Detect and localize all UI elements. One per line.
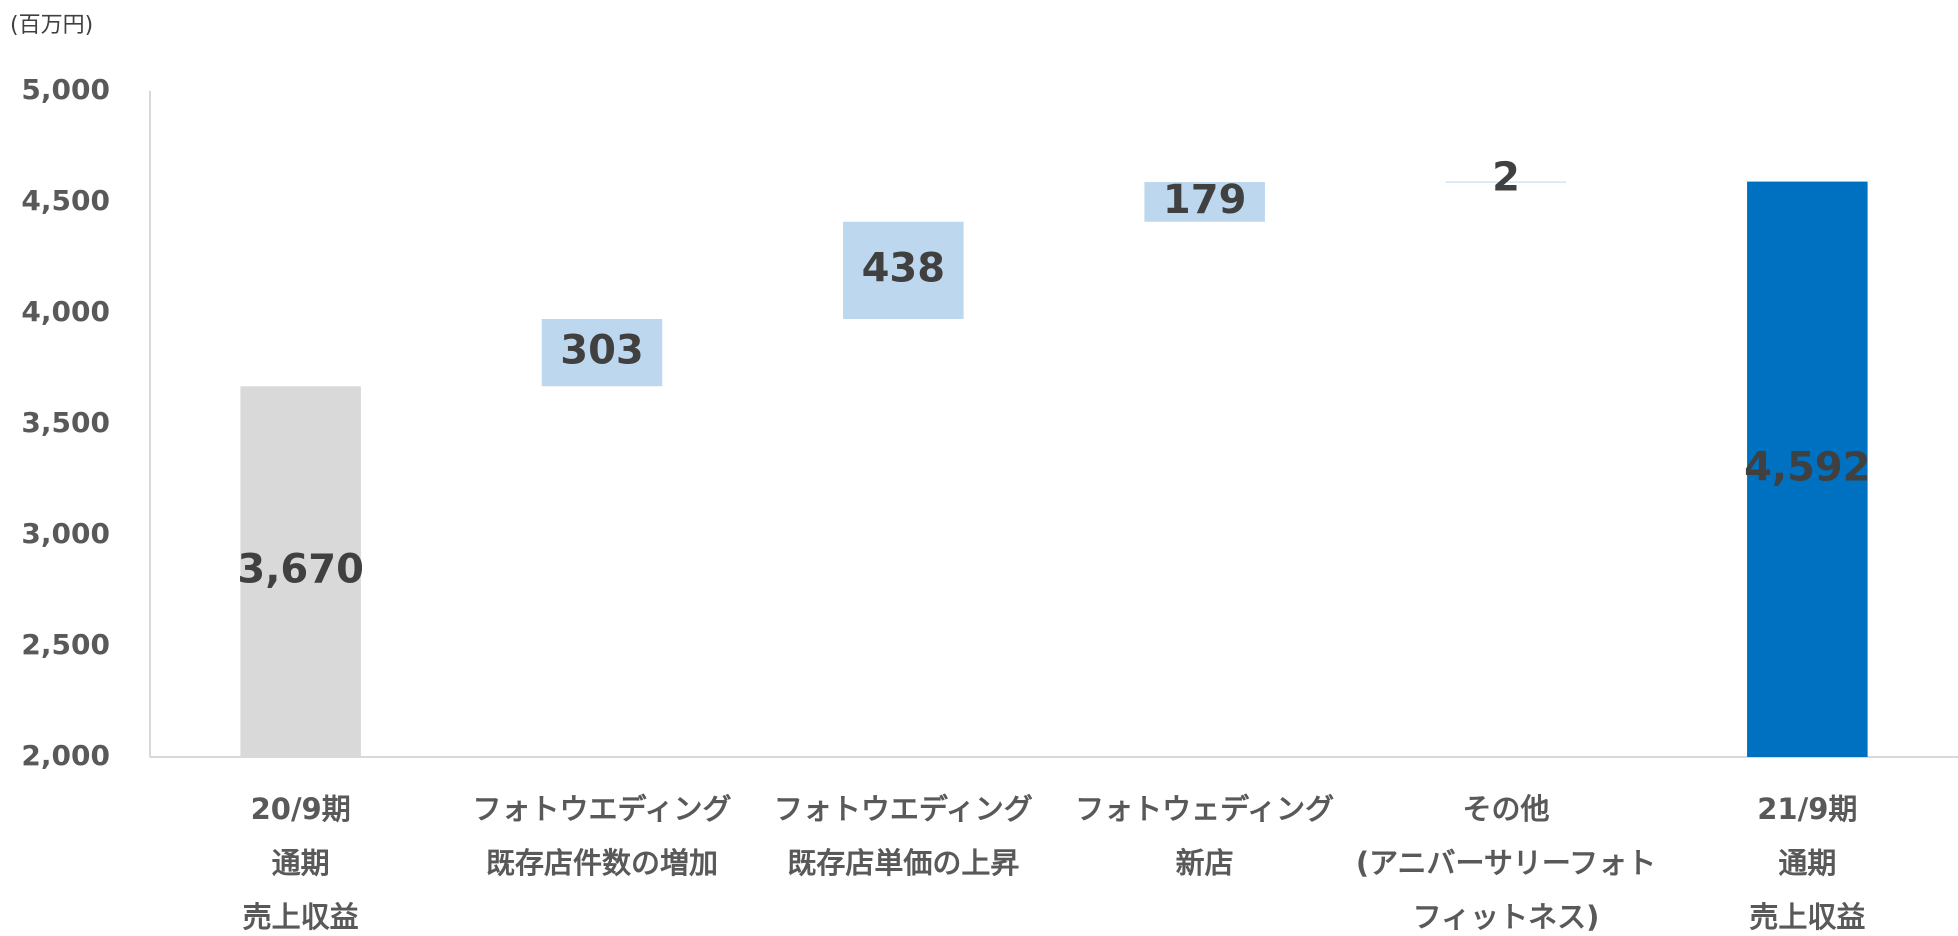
x-tick-label: フォトウエディング	[774, 792, 1033, 826]
x-tick-label: 売上収益	[1749, 900, 1865, 934]
x-tick-label: 21/9期	[1757, 792, 1857, 826]
value-label: 303	[560, 328, 644, 374]
value-label: 179	[1163, 177, 1247, 223]
bar	[240, 386, 361, 757]
y-tick-label: 4,000	[21, 295, 110, 328]
bar	[1445, 181, 1567, 183]
x-tick-label: フィットネス)	[1413, 900, 1600, 934]
unit-label: (百万円)	[10, 13, 93, 38]
y-tick-label: 2,500	[21, 628, 110, 661]
x-tick-label: 通期	[272, 846, 330, 880]
y-tick-label: 5,000	[21, 73, 110, 106]
x-tick-label: 新店	[1176, 846, 1234, 880]
bar	[1747, 181, 1868, 758]
x-tick-label: 20/9期	[251, 792, 351, 826]
bar	[541, 318, 663, 387]
y-tick-label: 3,000	[21, 517, 110, 550]
x-tick-label: フォトウエディング	[473, 792, 732, 826]
x-tick-label: 通期	[1778, 846, 1836, 880]
x-tick-label: 既存店単価の上昇	[787, 846, 1019, 880]
value-label: 438	[862, 245, 946, 291]
value-label: 4,592	[1744, 444, 1871, 490]
x-tick-label: 既存店件数の増加	[486, 846, 718, 880]
y-tick-label: 2,000	[21, 739, 110, 772]
bar	[843, 221, 964, 319]
value-label: 3,670	[237, 547, 364, 593]
bar	[1144, 182, 1265, 222]
y-tick-label: 4,500	[21, 184, 110, 217]
x-tick-label: 売上収益	[243, 900, 359, 934]
x-tick-label: フォトウェディング	[1075, 792, 1334, 826]
x-tick-label: その他	[1462, 792, 1549, 826]
value-label: 2	[1492, 155, 1520, 201]
y-tick-label: 3,500	[21, 406, 110, 439]
x-tick-label: (アニバーサリーフォト	[1356, 846, 1656, 880]
